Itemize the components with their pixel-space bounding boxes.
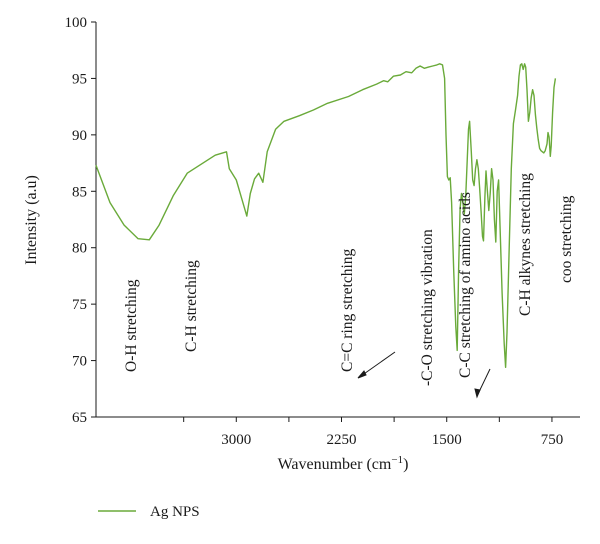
annotation-cc-ring: C=C ring stretching (339, 248, 356, 372)
y-tick-label: 80 (72, 241, 87, 257)
y-tick-label: 100 (65, 15, 88, 31)
y-tick-label: 65 (72, 410, 87, 426)
x-axis-title-main: Wavenumber (cm (278, 456, 392, 473)
x-tick-label: 750 (541, 432, 564, 448)
peak-annotations: O-H stretching C-H stretching C=C ring s… (123, 173, 575, 386)
series-line-ag-nps (95, 63, 557, 368)
annotation-coo: coo stretching (558, 195, 575, 283)
x-tick-label: 2250 (327, 432, 357, 448)
annotation-oh: O-H stretching (123, 279, 140, 372)
annotation-ch: C-H stretching (183, 260, 200, 352)
x-axis-title-close: ) (403, 456, 408, 473)
legend: Ag NPS (98, 504, 200, 520)
x-axis-title-sup: −1 (391, 454, 403, 466)
y-tick-label: 90 (72, 128, 87, 144)
legend-label-ag-nps: Ag NPS (150, 504, 200, 520)
arrow-cc-amino-head (474, 388, 481, 399)
x-axis-title: Wavenumber (cm−1) (278, 454, 409, 473)
annotation-cc-amino: C-C stretching of amino acids (457, 192, 474, 378)
y-tick-label: 75 (72, 297, 87, 313)
arrow-cc-ring-line (360, 351, 396, 377)
arrow-cc-ring-head (357, 370, 367, 379)
y-tick-label: 85 (72, 184, 87, 200)
annotation-co: -C-O stretching vibration (419, 229, 436, 386)
annotation-arrows (357, 351, 491, 399)
x-axis-ticks: 3000 2250 1500 750 (183, 417, 564, 448)
y-tick-label: 95 (72, 71, 87, 87)
y-tick-label: 70 (72, 354, 87, 370)
x-tick-label: 3000 (221, 432, 251, 448)
annotation-ch-alkynes: C-H alkynes stretching (517, 173, 534, 316)
y-axis-title: Intensity (a.u) (23, 175, 40, 265)
x-tick-label: 1500 (432, 432, 462, 448)
plot-frame (95, 22, 580, 418)
y-axis-ticks: 65 70 75 80 85 90 95 100 (65, 15, 96, 426)
